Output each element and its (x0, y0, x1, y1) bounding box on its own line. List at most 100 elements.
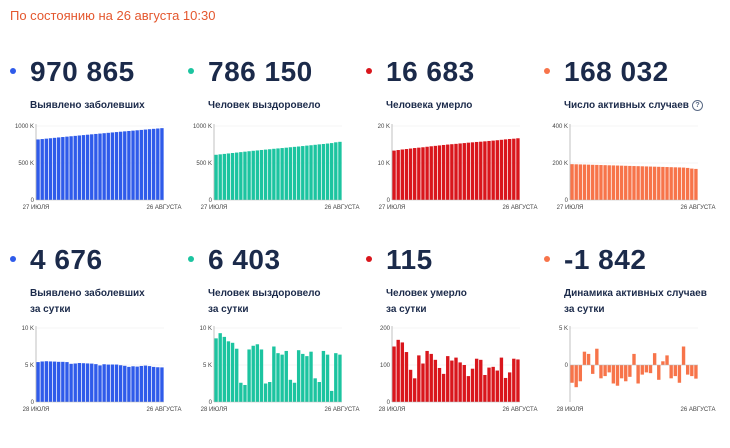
y-tick-label: 500 K (18, 161, 34, 167)
bar (454, 357, 458, 402)
y-tick-label: 0 (565, 198, 569, 204)
bar (429, 353, 433, 402)
bar (595, 164, 599, 200)
y-tick-label: 500 K (196, 161, 212, 167)
bar-chart: 400 K 200 K 027 ИЮЛЯ 26 АВГУСТА (552, 124, 716, 211)
bar (607, 365, 611, 373)
bar (462, 365, 466, 402)
stat-panel: 970 865 Выявлено заболевших (10, 56, 190, 256)
bar (259, 149, 264, 200)
bar (677, 167, 682, 200)
bar (479, 141, 483, 200)
bar (425, 146, 429, 200)
bar (48, 361, 53, 402)
bar (160, 367, 164, 402)
bar (474, 141, 479, 200)
bar (139, 365, 143, 402)
bar (487, 367, 491, 402)
bar (681, 346, 686, 365)
stat-label-line: за сутки (386, 304, 427, 315)
bar (652, 166, 657, 200)
bar (52, 137, 57, 200)
bar (516, 359, 520, 402)
x-tick-label: 26 АВГУСТА (324, 205, 359, 211)
bar (139, 129, 143, 200)
bar (81, 363, 86, 402)
bar (665, 167, 669, 200)
bar (499, 357, 504, 402)
bar (582, 351, 587, 365)
stat-label: Человека умерло (386, 98, 556, 114)
bar (446, 356, 450, 402)
bar (135, 366, 139, 402)
bar (574, 164, 578, 200)
bar (102, 133, 106, 200)
bar (81, 135, 86, 200)
bar (495, 140, 499, 200)
y-tick-label: 0 (387, 198, 391, 204)
bar (648, 365, 653, 374)
bar (151, 128, 156, 200)
bar (131, 130, 135, 200)
x-tick-label: 27 ИЮЛЯ (201, 205, 228, 211)
bar (255, 150, 260, 200)
bar (690, 365, 694, 377)
bar (309, 351, 313, 402)
bar (466, 142, 471, 200)
bar (483, 141, 487, 200)
bar (441, 373, 446, 402)
bar (408, 369, 413, 402)
bar (222, 153, 227, 200)
bar (160, 128, 164, 200)
bar (118, 131, 123, 200)
stat-label: Число активных случаев? (564, 98, 730, 114)
bar (685, 365, 690, 375)
stat-panel: 6 403 Человек выздоровело за сутки (188, 244, 368, 444)
bar (503, 377, 508, 402)
stat-panel: -1 842 Динамика активных случаев за сутки (544, 244, 724, 444)
stat-label: Динамика активных случаев за сутки (564, 286, 730, 318)
bar (239, 382, 243, 402)
bar (640, 365, 644, 375)
x-tick-label: 26 АВГУСТА (324, 407, 359, 413)
bar (413, 378, 417, 402)
y-tick-label: 1000 K (15, 124, 34, 130)
x-tick-label: 27 ИЮЛЯ (379, 205, 406, 211)
bar (73, 135, 77, 200)
bar (230, 153, 235, 200)
bar (685, 167, 690, 200)
bar (404, 352, 409, 402)
bar (127, 130, 131, 200)
bar (329, 390, 334, 402)
bar (499, 139, 504, 200)
bar (292, 146, 297, 200)
bar (214, 338, 218, 402)
bar (586, 353, 591, 365)
bar (127, 366, 131, 402)
bar (57, 361, 61, 402)
bar (512, 138, 516, 200)
bar (292, 382, 297, 402)
bar (408, 148, 413, 200)
bar (143, 365, 148, 402)
bar (661, 361, 665, 365)
bar-chart: 200 100 028 ИЮЛЯ 26 АВГУСТА (379, 326, 538, 413)
y-tick-label: 0 (387, 400, 391, 406)
bar (259, 349, 264, 402)
x-tick-label: 27 ИЮЛЯ (557, 205, 584, 211)
bar (61, 361, 65, 402)
bar (218, 333, 222, 402)
bar (507, 138, 512, 200)
bar (334, 353, 338, 402)
bar (69, 363, 73, 402)
bar (36, 362, 40, 402)
bar (619, 165, 624, 200)
bar (404, 149, 409, 200)
bar (301, 146, 305, 200)
bar (61, 137, 65, 200)
bar (226, 153, 231, 200)
info-icon[interactable]: ? (691, 100, 703, 111)
bar (503, 139, 508, 200)
bar (437, 367, 442, 402)
bar (636, 166, 640, 200)
